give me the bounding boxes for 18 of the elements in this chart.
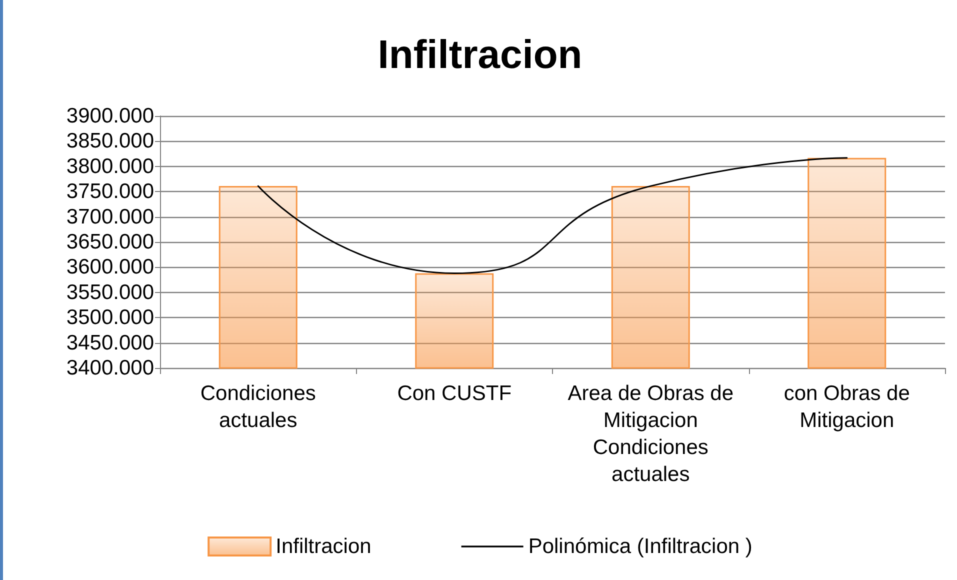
y-tick-label: 3450.000 <box>66 331 154 354</box>
x-tick-label: Condiciones actuales <box>200 382 316 432</box>
x-tick-label: Area de Obras de Mitigacion Condiciones actuales <box>568 382 734 486</box>
legend-label: Infiltracion <box>276 535 372 558</box>
y-tick-label: 3850.000 <box>66 130 154 153</box>
y-tick-label: 3650.000 <box>66 230 154 254</box>
y-tick-label: 3900.000 <box>66 104 154 128</box>
x-tick-label: con Obras de Mitigacion <box>784 382 910 432</box>
y-tick-label: 3600.000 <box>66 256 154 279</box>
x-tick-label: Con CUSTF <box>397 382 512 405</box>
y-tick-label: 3550.000 <box>66 280 154 304</box>
y-tick-label: 3400.000 <box>66 356 154 380</box>
y-tick-label: 3700.000 <box>66 205 154 228</box>
legend-label: Polinómica (Infiltracion ) <box>528 535 752 558</box>
y-tick-label: 3800.000 <box>66 154 154 178</box>
y-tick-label: 3500.000 <box>66 306 154 330</box>
chart-title: Infiltracion <box>378 33 582 77</box>
y-tick-label: 3750.000 <box>66 180 154 204</box>
